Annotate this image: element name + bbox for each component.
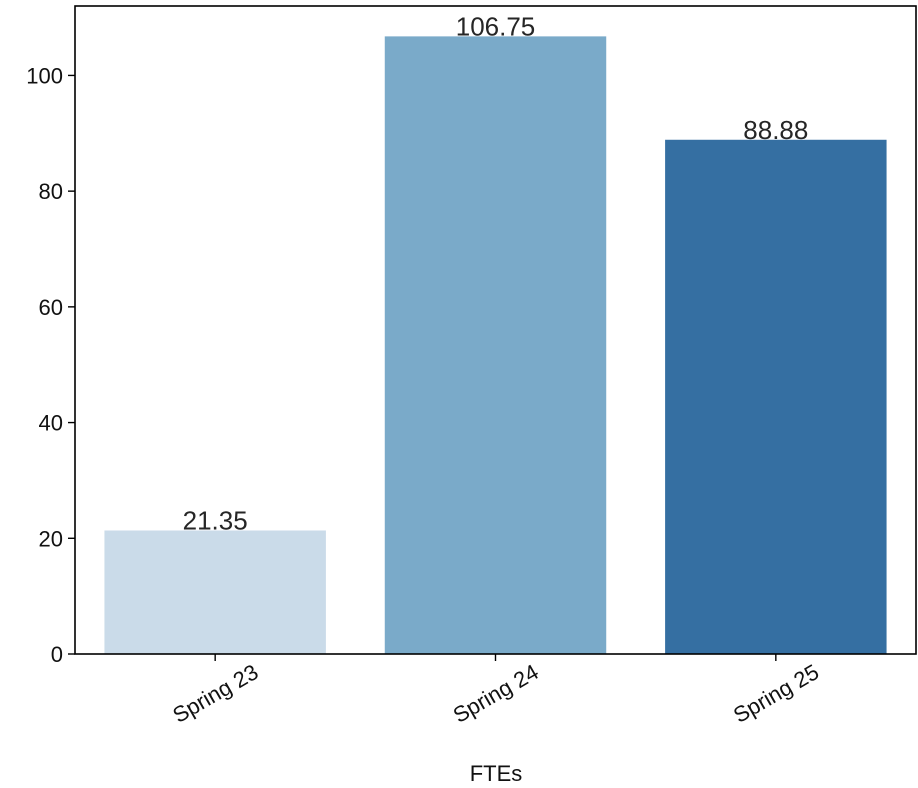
bar-value-label: 106.75 — [456, 11, 536, 41]
bar — [104, 530, 326, 654]
x-axis-ticks: Spring 23 Spring 24 Spring 25 — [168, 654, 823, 728]
y-tick-label: 40 — [39, 411, 63, 436]
bar-value-label: 88.88 — [743, 115, 808, 145]
plot-frame — [74, 5, 917, 655]
x-tick-label: Spring 23 — [168, 659, 262, 728]
y-tick-label: 100 — [26, 63, 63, 88]
bar-value-labels: 21.35 106.75 88.88 — [183, 11, 809, 535]
x-tick-label: Spring 25 — [729, 659, 823, 728]
x-axis-title: FTEs — [470, 761, 523, 786]
y-tick-label: 20 — [39, 526, 63, 551]
y-tick-label: 60 — [39, 295, 63, 320]
bar — [384, 36, 607, 654]
y-axis-ticks: 0 20 40 60 80 100 — [26, 63, 75, 667]
bars — [104, 36, 887, 654]
y-tick-label: 0 — [51, 642, 63, 667]
bar-value-label: 21.35 — [183, 505, 248, 535]
x-tick-label: Spring 24 — [449, 659, 543, 728]
y-tick-label: 80 — [39, 179, 63, 204]
bar — [665, 139, 887, 654]
